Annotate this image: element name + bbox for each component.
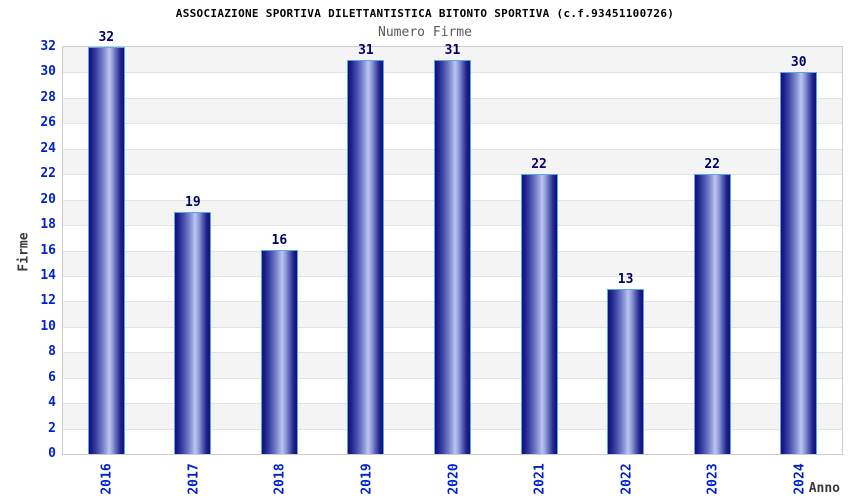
y-tick-30: 30 <box>40 64 56 80</box>
y-tick-16: 16 <box>40 242 56 258</box>
bar-2018 <box>260 250 298 454</box>
chart-title: ASSOCIAZIONE SPORTIVA DILETTANTISTICA BI… <box>175 7 675 20</box>
bar-value-label-2020: 31 <box>444 43 461 58</box>
bar-2020 <box>434 60 471 454</box>
bar-2023 <box>693 174 731 454</box>
y-tick-10: 10 <box>40 318 56 334</box>
bar-value-label-2018: 16 <box>271 233 288 248</box>
bar-value-label-2016: 32 <box>98 30 115 45</box>
y-tick-4: 4 <box>48 395 56 411</box>
y-tick-14: 14 <box>40 267 56 283</box>
bar-value-label-2022: 13 <box>617 272 634 287</box>
y-tick-12: 12 <box>40 293 56 309</box>
bar-2019 <box>347 60 385 454</box>
x-tick-2018: 2018 <box>272 463 288 495</box>
bar-2021 <box>520 174 558 454</box>
bar-value-label-2017: 19 <box>185 195 201 210</box>
chart-subtitle: Numero Firme <box>378 25 472 40</box>
y-tick-28: 28 <box>40 89 56 105</box>
y-tick-18: 18 <box>40 217 56 233</box>
bar-2017 <box>174 212 212 454</box>
x-tick-2024: 2024 <box>792 463 808 495</box>
bar-value-label-2019: 31 <box>358 43 374 58</box>
bar-2024 <box>780 72 818 454</box>
bar-value-label-2023: 22 <box>704 157 720 172</box>
x-tick-2023: 2023 <box>705 463 721 495</box>
x-tick-2021: 2021 <box>532 463 548 495</box>
y-axis-title: Firme <box>16 232 32 272</box>
bar-2022 <box>607 289 645 454</box>
bar-2016 <box>87 47 125 454</box>
y-tick-26: 26 <box>40 115 56 131</box>
y-tick-6: 6 <box>48 369 56 385</box>
y-tick-2: 2 <box>48 420 56 436</box>
y-tick-8: 8 <box>48 344 56 360</box>
x-tick-2016: 2016 <box>99 463 115 495</box>
y-tick-22: 22 <box>40 166 56 182</box>
bar-value-label-2024: 30 <box>790 55 807 70</box>
x-tick-2020: 2020 <box>446 463 461 495</box>
y-tick-32: 32 <box>40 39 56 54</box>
x-axis-title: Anno <box>808 481 840 496</box>
y-tick-20: 20 <box>40 191 56 207</box>
plot-area <box>62 46 843 455</box>
x-tick-2019: 2019 <box>359 463 375 495</box>
x-tick-2022: 2022 <box>619 463 635 495</box>
y-tick-24: 24 <box>40 140 56 156</box>
x-tick-2017: 2017 <box>186 463 202 495</box>
bar-value-label-2021: 22 <box>531 157 547 172</box>
y-tick-0: 0 <box>48 446 56 461</box>
